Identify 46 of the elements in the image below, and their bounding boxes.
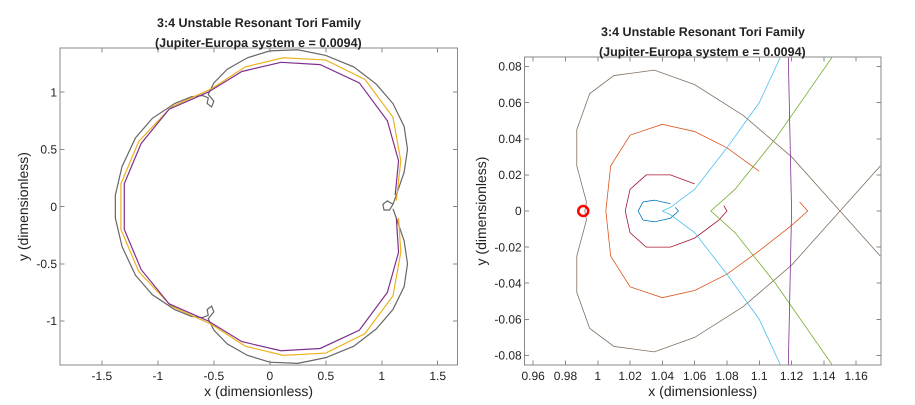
y-tick-label: -0.04: [494, 276, 522, 290]
y-axis-title: y (dimensionless): [14, 152, 31, 262]
line-series: [710, 58, 832, 364]
line-series: [624, 174, 728, 248]
x-tick-label: 0.98: [554, 368, 578, 383]
x-tick-label: 1.06: [682, 368, 707, 383]
x-axis-title: x (dimensionless): [648, 382, 758, 399]
y-tick-label: 1: [50, 85, 58, 100]
x-tick-label: 1: [594, 368, 602, 383]
x-tick-label: 1.16: [844, 368, 868, 383]
x-tick-label: -1.5: [92, 368, 113, 383]
x-tick-label: 1.5: [429, 368, 446, 383]
x-tick-label: 1.02: [618, 368, 642, 383]
chart-subtitle: (Jupiter-Europa system e = 0.0094): [599, 45, 806, 59]
y-tick-label: 0.08: [498, 60, 522, 74]
x-tick-label: -0.5: [204, 368, 224, 383]
y-tick-label: 0.02: [498, 168, 522, 182]
x-tick-label: 0.96: [521, 368, 546, 383]
chart-title: 3:4 Unstable Resonant Tori Family: [601, 25, 806, 39]
x-tick-label: 1.1: [750, 368, 768, 383]
chart-title: 3:4 Unstable Resonant Tori Family: [157, 16, 362, 30]
x-tick-label: 1: [378, 368, 386, 383]
y-tick-label: 0: [515, 204, 522, 218]
y-tick-label: 0.04: [498, 132, 522, 146]
x-tick-label: 1.14: [812, 368, 836, 383]
x-tick-label: 1.08: [715, 368, 739, 383]
y-tick-label: -0.5: [36, 256, 58, 271]
chart-subtitle: (Jupiter-Europa system e = 0.0094): [155, 36, 362, 50]
y-axis-title: y (dimensionless): [472, 156, 489, 266]
line-series: [576, 70, 880, 352]
line-series: [638, 200, 679, 222]
y-tick-label: -0.08: [494, 348, 522, 363]
y-tick-label: -0.02: [494, 240, 522, 254]
line-series: [605, 124, 808, 298]
y-tick-label: 0.06: [498, 96, 522, 110]
y-tick-label: 0.5: [40, 142, 58, 157]
x-tick-label: -1: [152, 368, 164, 383]
line-series: [662, 58, 781, 364]
x-tick-label: 1.12: [780, 368, 804, 383]
x-tick-label: 0: [266, 368, 274, 383]
x-tick-label: 0.5: [317, 368, 334, 383]
y-tick-label: -1: [46, 314, 58, 328]
x-axis-title: x (dimensionless): [204, 382, 314, 399]
y-tick-label: -0.06: [494, 312, 522, 327]
y-tick-label: 0: [50, 200, 58, 214]
x-tick-label: 1.04: [650, 368, 674, 383]
